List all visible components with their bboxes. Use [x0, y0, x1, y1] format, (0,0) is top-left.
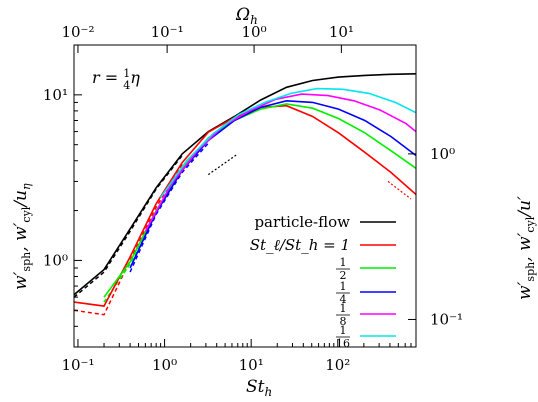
legend-label: particle-flow — [254, 213, 350, 231]
svg-text:1: 1 — [340, 280, 347, 293]
dashed-series-3 — [129, 142, 209, 273]
svg-text:16: 16 — [336, 337, 350, 350]
svg-text:4: 4 — [340, 293, 347, 306]
y-tick-label: 10⁰ — [43, 251, 68, 269]
series-line-5 — [159, 87, 417, 198]
svg-text:2: 2 — [340, 269, 347, 282]
reference-slope-1 — [387, 180, 412, 200]
legend-label: 12 — [336, 256, 350, 282]
x-tick-label: 10¹ — [239, 356, 264, 374]
series-line-4 — [144, 93, 417, 232]
x-tick-label: 10⁰ — [152, 356, 177, 374]
legend-label: St_ℓ/St_h = 1 — [250, 236, 350, 254]
svg-text:1: 1 — [340, 256, 347, 269]
plot-frame — [73, 44, 417, 348]
right-tick-label: 10⁻¹ — [430, 310, 463, 328]
y-axis-label-right: w′sph, w′cyl/u′ — [515, 196, 537, 300]
legend-label: 18 — [336, 302, 350, 328]
ticks-layer: 10⁻¹ 10⁰ 10¹ 10² 10⁻² 10⁻¹ 10⁰ 10¹ 10⁰ 10¹ 10⁻¹ 10⁰ — [43, 23, 463, 374]
series-line-1 — [73, 104, 417, 307]
y-axis-label-left: w′sph, w′cyl/uη — [11, 183, 33, 290]
top-axis-label: Ωh — [235, 5, 258, 27]
annotation: r = 1 4η — [92, 67, 140, 92]
svg-text:1: 1 — [340, 324, 347, 337]
y-tick-label: 10¹ — [43, 86, 68, 104]
svg-text:8: 8 — [340, 315, 347, 328]
series-line-0 — [73, 73, 417, 296]
top-tick-label: 10¹ — [329, 23, 354, 41]
top-tick-label: 10⁻¹ — [151, 23, 184, 41]
x-axis-label: Sth — [246, 377, 272, 399]
x-tick-label: 10² — [325, 356, 350, 374]
series-layer — [73, 73, 417, 316]
top-tick-label: 10⁻² — [61, 23, 94, 41]
right-tick-label: 10⁰ — [430, 145, 455, 163]
dashed-series-0 — [73, 155, 183, 298]
legend-label: 14 — [336, 280, 350, 306]
reference-slope-0 — [207, 153, 239, 176]
top-tick-label: 10⁰ — [242, 23, 267, 41]
svg-text:1: 1 — [340, 302, 347, 315]
series-line-3 — [129, 99, 417, 269]
x-tick-label: 10⁻¹ — [61, 356, 94, 374]
legend-label: 116 — [336, 324, 350, 350]
